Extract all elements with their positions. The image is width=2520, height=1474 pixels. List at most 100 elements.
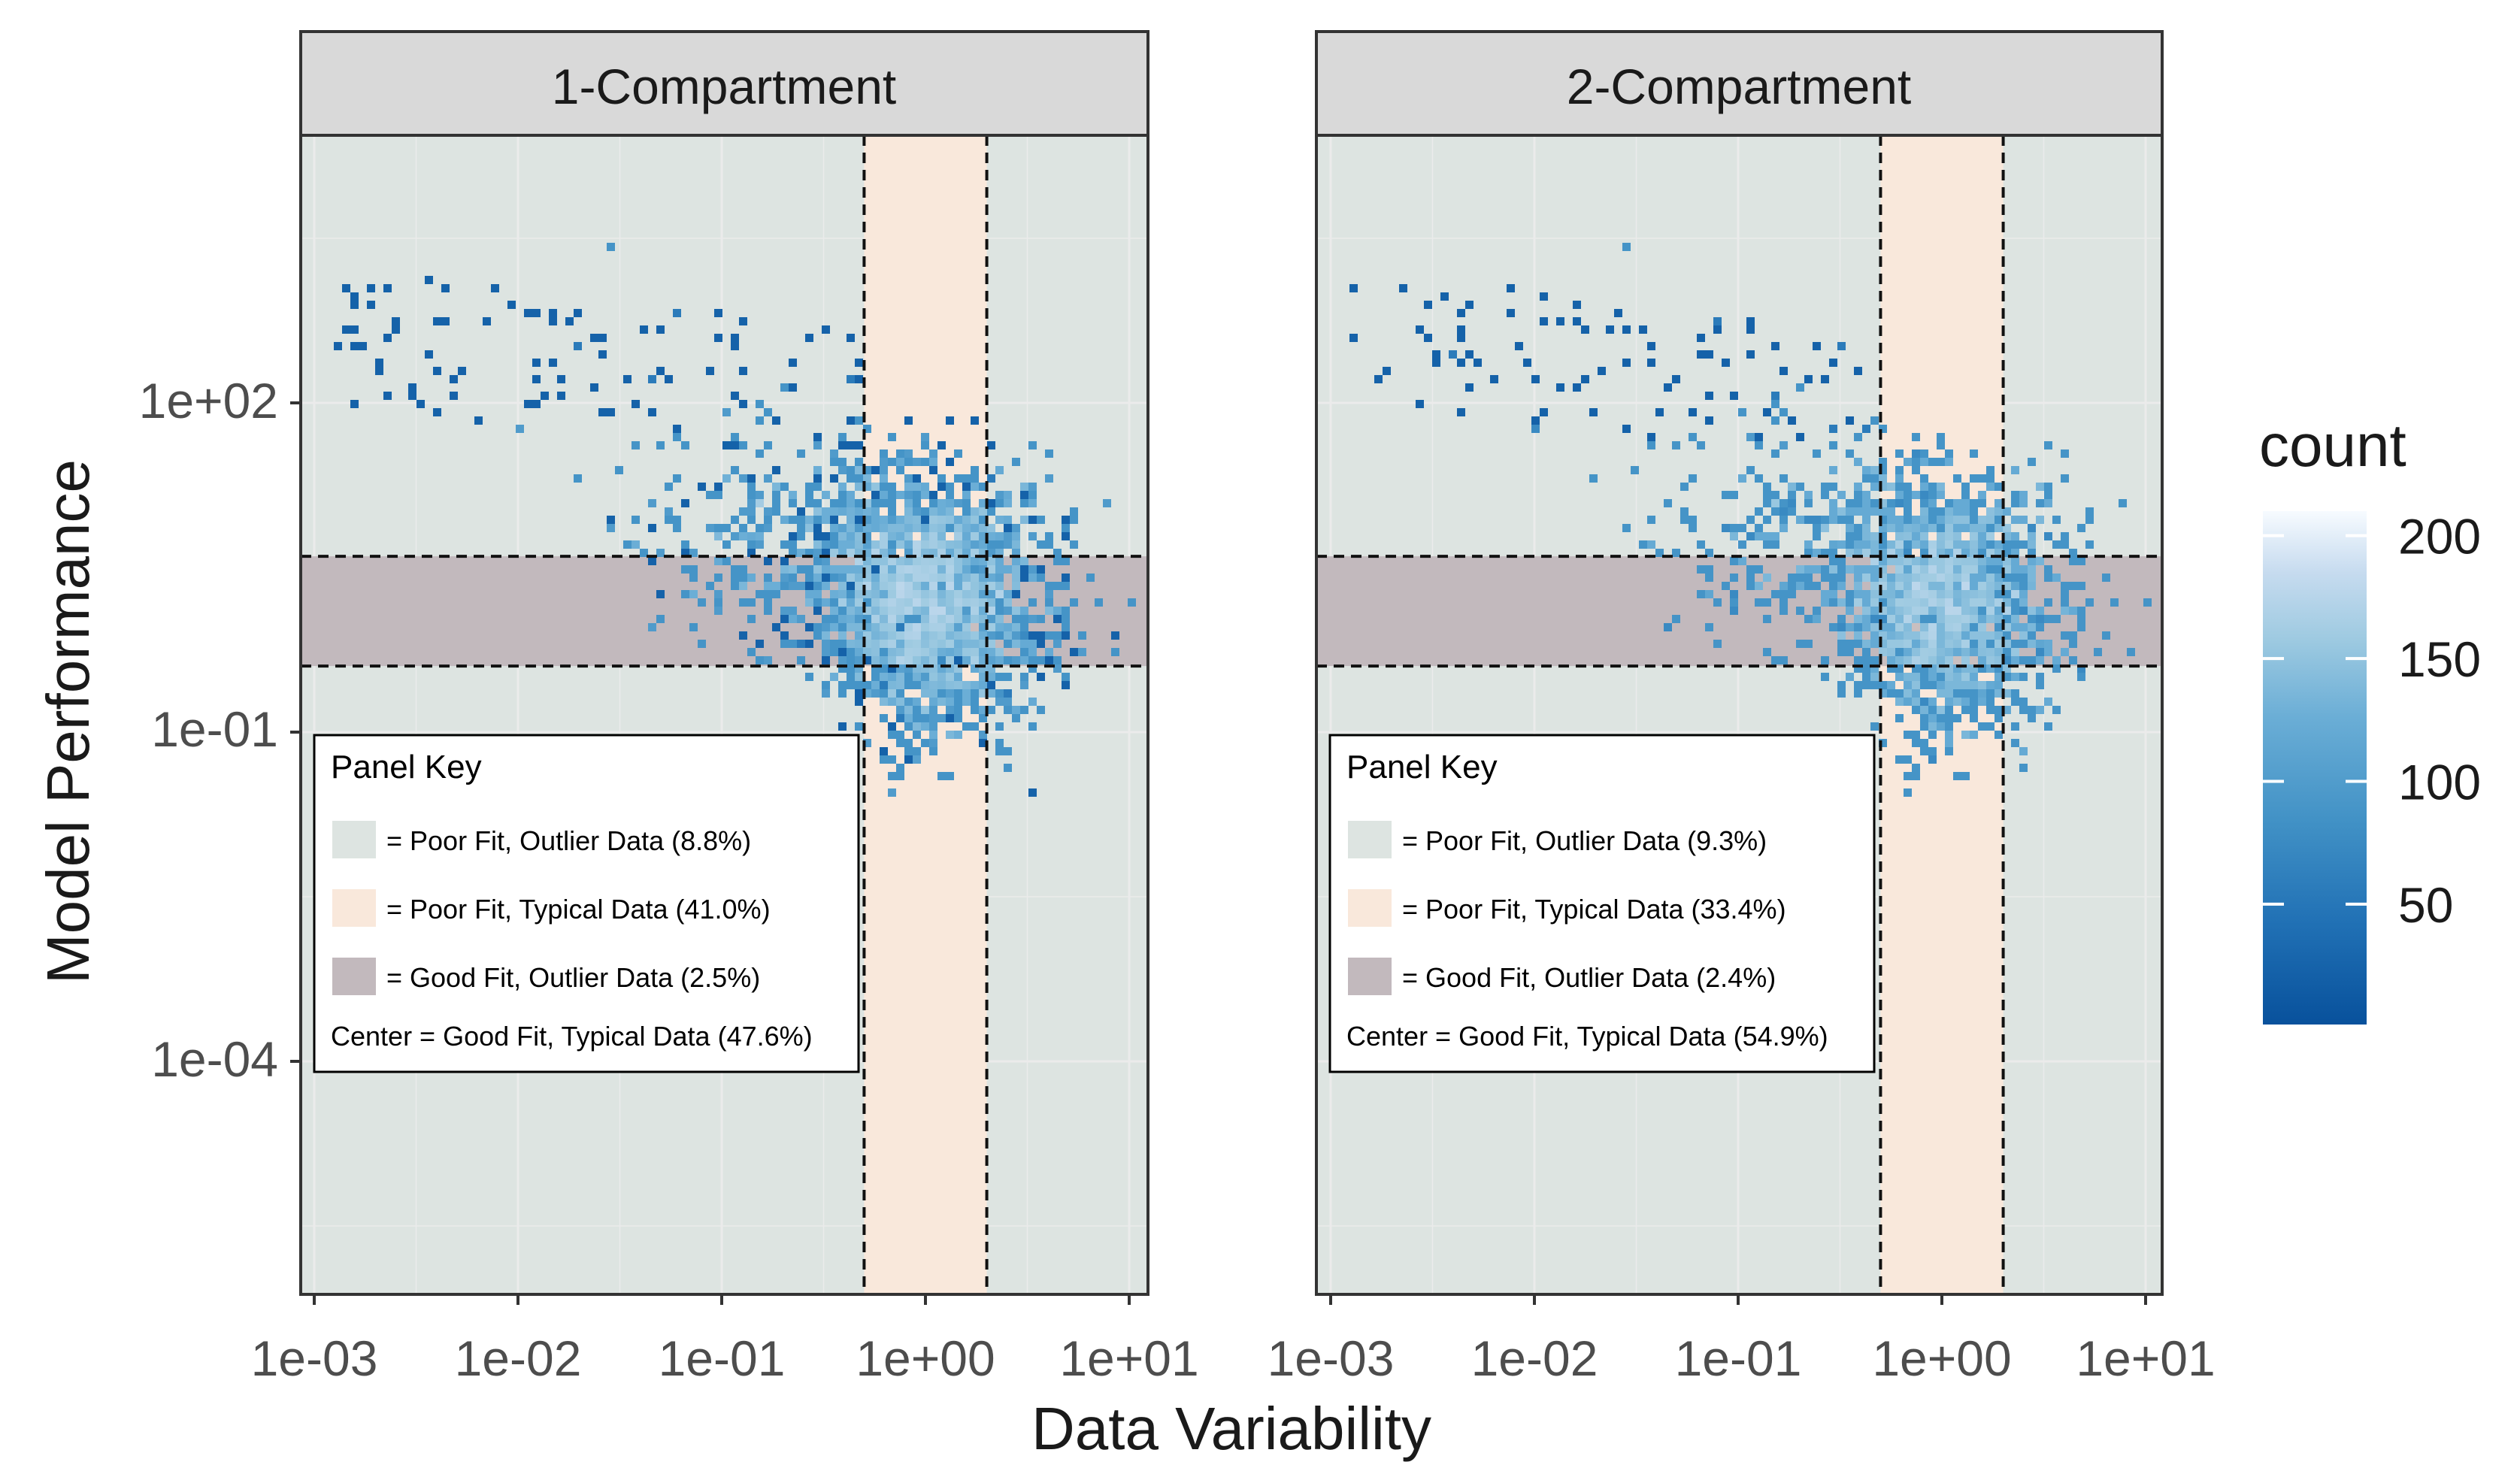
heatmap-bin xyxy=(1870,631,1879,640)
heatmap-bin xyxy=(2061,582,2069,590)
heatmap-bin xyxy=(1870,549,1879,557)
heatmap-bin xyxy=(904,747,913,755)
heatmap-bin xyxy=(1771,392,1779,400)
heatmap-bin xyxy=(813,507,822,516)
heatmap-bin xyxy=(1796,607,1804,615)
heatmap-bin xyxy=(971,416,979,425)
heatmap-bin xyxy=(921,689,929,698)
heatmap-bin xyxy=(2019,565,2028,574)
heatmap-bin xyxy=(937,648,946,656)
heatmap-bin xyxy=(1862,590,1870,598)
heatmap-bin xyxy=(838,433,847,441)
heatmap-bin xyxy=(772,416,780,425)
heatmap-bin xyxy=(962,631,971,640)
heatmap-bin xyxy=(1912,615,1920,623)
heatmap-bin xyxy=(1978,582,1986,590)
heatmap-bin xyxy=(1020,615,1028,623)
heatmap-bin xyxy=(921,673,929,681)
heatmap-bin xyxy=(1928,664,1937,673)
heatmap-bin xyxy=(764,656,772,664)
heatmap-bin xyxy=(1937,648,1945,656)
heatmap-bin xyxy=(880,483,888,491)
heatmap-bin xyxy=(1779,598,1788,607)
heatmap-bin xyxy=(929,516,937,524)
heatmap-bin xyxy=(1655,408,1664,416)
heatmap-bin xyxy=(1895,516,1904,524)
heatmap-bin xyxy=(838,574,847,582)
heatmap-bin xyxy=(946,458,954,466)
heatmap-bin xyxy=(1672,441,1680,449)
heatmap-bin xyxy=(574,474,582,483)
heatmap-bin xyxy=(1779,474,1788,483)
heatmap-bin xyxy=(1945,714,1953,722)
heatmap-bin xyxy=(2028,557,2036,565)
heatmap-bin xyxy=(474,416,483,425)
heatmap-bin xyxy=(830,499,838,507)
heatmap-bin xyxy=(913,656,921,664)
heatmap-bin xyxy=(1912,433,1920,441)
heatmap-bin xyxy=(1904,772,1912,780)
heatmap-bin xyxy=(1870,673,1879,681)
heatmap-bin xyxy=(1978,664,1986,673)
heatmap-bin xyxy=(896,731,904,739)
heatmap-bin xyxy=(1846,416,1854,425)
heatmap-bin xyxy=(830,574,838,582)
heatmap-bin xyxy=(1945,739,1953,747)
heatmap-bin xyxy=(1020,574,1028,582)
heatmap-bin xyxy=(987,640,995,648)
heatmap-bin xyxy=(822,631,830,640)
heatmap-bin xyxy=(1945,574,1953,582)
heatmap-bin xyxy=(838,491,847,499)
heatmap-bin xyxy=(1020,565,1028,574)
heatmap-bin xyxy=(2036,656,2044,664)
heatmap-bin xyxy=(954,598,962,607)
heatmap-bin xyxy=(1837,640,1846,648)
heatmap-bin xyxy=(913,516,921,524)
heatmap-bin xyxy=(1928,698,1937,706)
heatmap-bin xyxy=(1937,598,1945,607)
heatmap-bin xyxy=(1994,731,2003,739)
heatmap-bin xyxy=(1953,499,1961,507)
heatmap-bin xyxy=(871,499,880,507)
heatmap-bin xyxy=(1614,309,1622,317)
heatmap-bin xyxy=(541,392,549,400)
heatmap-bin xyxy=(2102,574,2110,582)
heatmap-bin xyxy=(789,499,797,507)
heatmap-bin xyxy=(1722,524,1730,532)
heatmap-bin xyxy=(1970,689,1978,698)
heatmap-bin xyxy=(1755,507,1763,516)
heatmap-bin xyxy=(1854,507,1862,516)
heatmap-bin xyxy=(1829,565,1837,574)
heatmap-bin xyxy=(1928,673,1937,681)
heatmap-bin xyxy=(1012,590,1020,598)
heatmap-bin xyxy=(1887,640,1895,648)
heatmap-bin xyxy=(1879,474,1887,483)
heatmap-bin xyxy=(1854,631,1862,640)
heatmap-bin xyxy=(1879,524,1887,532)
heatmap-bin xyxy=(904,607,913,615)
heatmap-bin xyxy=(962,607,971,615)
heatmap-bin xyxy=(2044,491,2052,499)
heatmap-bin xyxy=(1012,631,1020,640)
heatmap-bin xyxy=(830,590,838,598)
heatmap-bin xyxy=(1986,648,1994,656)
heatmap-bin xyxy=(731,532,739,540)
heatmap-bin xyxy=(863,474,871,483)
heatmap-bin xyxy=(929,574,937,582)
heatmap-bin xyxy=(888,491,896,499)
heatmap-bin xyxy=(1854,582,1862,590)
heatmap-bin xyxy=(2011,739,2019,747)
heatmap-bin xyxy=(1895,689,1904,698)
heatmap-bin xyxy=(1928,507,1937,516)
heatmap-bin xyxy=(855,656,863,664)
heatmap-bin xyxy=(1912,557,1920,565)
heatmap-bin xyxy=(888,673,896,681)
heatmap-bin xyxy=(1937,557,1945,565)
heatmap-bin xyxy=(1879,483,1887,491)
heatmap-bin xyxy=(789,540,797,549)
heatmap-bin xyxy=(1779,507,1788,516)
heatmap-bin xyxy=(1937,516,1945,524)
heatmap-bin xyxy=(1945,516,1953,524)
heatmap-bin xyxy=(557,392,565,400)
heatmap-bin xyxy=(1004,673,1012,681)
